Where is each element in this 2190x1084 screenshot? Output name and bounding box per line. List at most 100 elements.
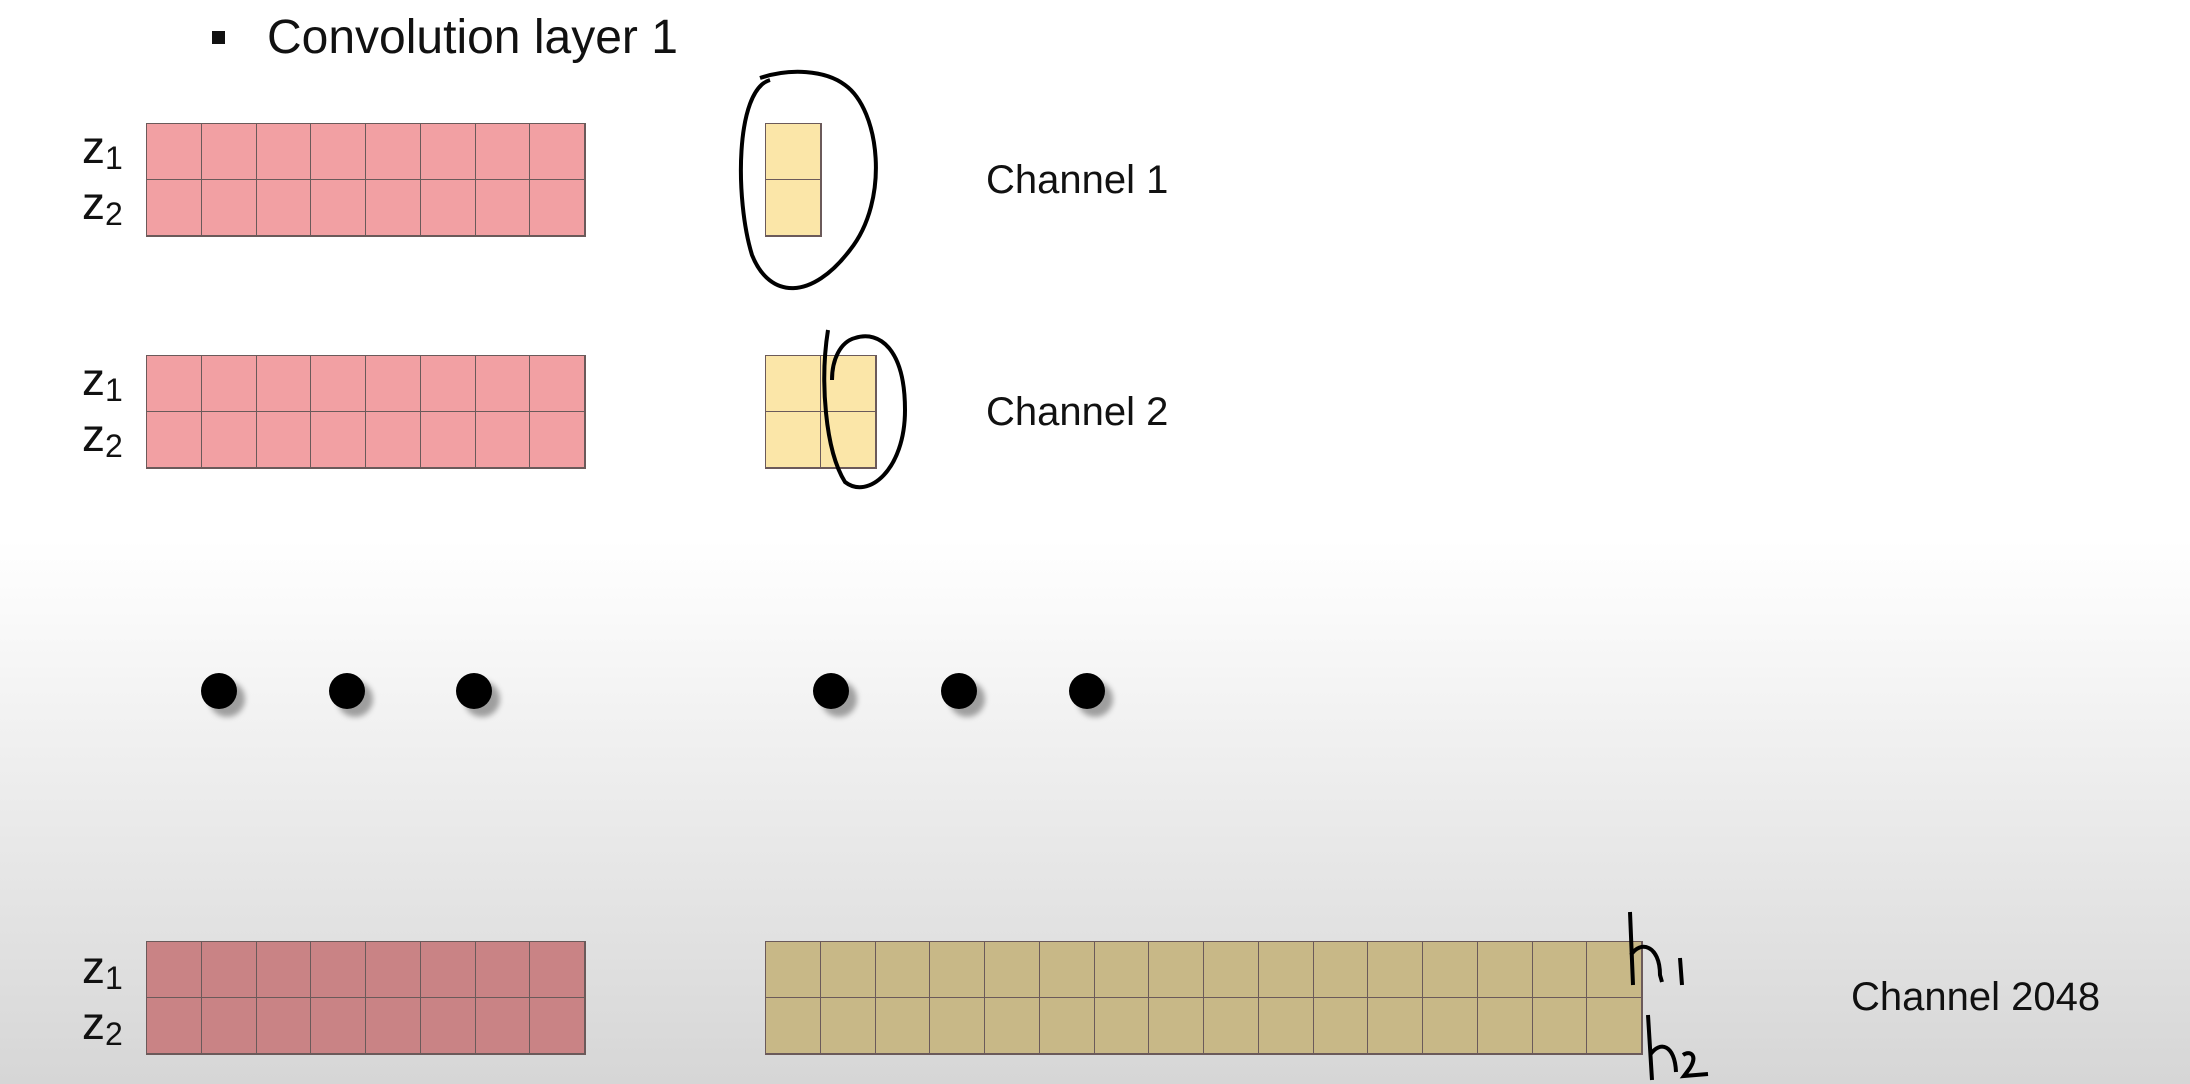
grid-cell [420, 412, 476, 468]
grid-cell [1313, 942, 1369, 998]
kernel-grid-channel-2048 [765, 941, 1643, 1055]
grid-cell [366, 942, 421, 998]
grid-cell [930, 998, 985, 1054]
input-grid-channel-1 [146, 123, 586, 237]
grid-cell [201, 124, 257, 180]
z2-label: z2 [82, 409, 123, 464]
grid-cell [766, 942, 821, 998]
grid-cell [530, 180, 585, 236]
grid-cell [201, 180, 257, 236]
grid-cell [820, 942, 876, 998]
grid-cell [256, 356, 312, 412]
grid-cell [256, 180, 312, 236]
h1-annotation [1628, 911, 1684, 986]
grid-cell [985, 942, 1040, 998]
circle-annotation-channel-2 [822, 329, 908, 490]
grid-cell [875, 942, 931, 998]
grid-cell [420, 998, 476, 1054]
input-grid-channel-2048 [146, 941, 586, 1055]
grid-cell [1149, 942, 1204, 998]
grid-cell [1258, 998, 1314, 1054]
grid-cell [366, 180, 421, 236]
grid-cell [985, 998, 1040, 1054]
ellipsis-dot [941, 673, 977, 709]
grid-cell [530, 942, 585, 998]
grid-cell [420, 124, 476, 180]
grid-cell [1368, 942, 1423, 998]
grid-cell [366, 124, 421, 180]
grid-cell [475, 356, 531, 412]
grid-cell [147, 998, 202, 1054]
grid-cell [147, 412, 202, 468]
z2-label: z2 [82, 997, 123, 1052]
grid-cell [1477, 998, 1533, 1054]
grid-cell [1149, 998, 1204, 1054]
grid-cell [256, 942, 312, 998]
kernel-grid-channel-1 [765, 123, 822, 237]
grid-cell [475, 942, 531, 998]
grid-cell [930, 942, 985, 998]
grid-cell [147, 180, 202, 236]
grid-cell [256, 998, 312, 1054]
channel-1-label: Channel 1 [986, 158, 1169, 202]
z1-label: z1 [82, 353, 123, 408]
ellipsis-dot [813, 673, 849, 709]
grid-cell [201, 412, 257, 468]
bullet-icon [212, 31, 225, 44]
grid-cell [475, 998, 531, 1054]
grid-cell [530, 412, 585, 468]
grid-cell [311, 998, 366, 1054]
grid-cell [420, 180, 476, 236]
grid-cell [201, 998, 257, 1054]
grid-cell [311, 180, 366, 236]
title-text: Convolution layer 1 [267, 11, 678, 64]
grid-cell [366, 998, 421, 1054]
grid-cell [1587, 998, 1642, 1054]
grid-cell [766, 998, 821, 1054]
grid-cell [821, 356, 876, 412]
grid-cell [1094, 942, 1150, 998]
grid-cell [1204, 942, 1259, 998]
h2-annotation [1646, 1014, 1709, 1081]
grid-cell [1532, 998, 1588, 1054]
grid-cell [311, 124, 366, 180]
ellipsis-dot [456, 673, 492, 709]
grid-cell [256, 124, 312, 180]
grid-cell [766, 412, 821, 468]
input-grid-channel-2 [146, 355, 586, 469]
ellipsis-dot [329, 673, 365, 709]
grid-cell [147, 356, 202, 412]
grid-cell [1039, 942, 1095, 998]
grid-cell [256, 412, 312, 468]
kernel-grid-channel-2 [765, 355, 877, 469]
circle-annotation-channel-1 [738, 69, 878, 291]
grid-cell [530, 356, 585, 412]
grid-cell [1423, 998, 1478, 1054]
grid-cell [311, 356, 366, 412]
grid-cell [530, 998, 585, 1054]
grid-cell [766, 180, 821, 236]
grid-cell [875, 998, 931, 1054]
grid-cell [766, 356, 821, 412]
grid-cell [311, 412, 366, 468]
grid-cell [420, 356, 476, 412]
z1-label: z1 [82, 121, 123, 176]
slide-title: Convolution layer 1 [212, 10, 678, 65]
grid-cell [366, 412, 421, 468]
grid-cell [1423, 942, 1478, 998]
grid-cell [1313, 998, 1369, 1054]
channel-2-label: Channel 2 [986, 390, 1169, 434]
grid-cell [366, 356, 421, 412]
grid-cell [1039, 998, 1095, 1054]
grid-cell [1532, 942, 1588, 998]
grid-cell [475, 412, 531, 468]
grid-cell [766, 124, 821, 180]
grid-cell [311, 942, 366, 998]
ellipsis-dot [1069, 673, 1105, 709]
grid-cell [147, 942, 202, 998]
grid-cell [475, 124, 531, 180]
z2-label: z2 [82, 177, 123, 232]
grid-cell [1094, 998, 1150, 1054]
grid-cell [530, 124, 585, 180]
